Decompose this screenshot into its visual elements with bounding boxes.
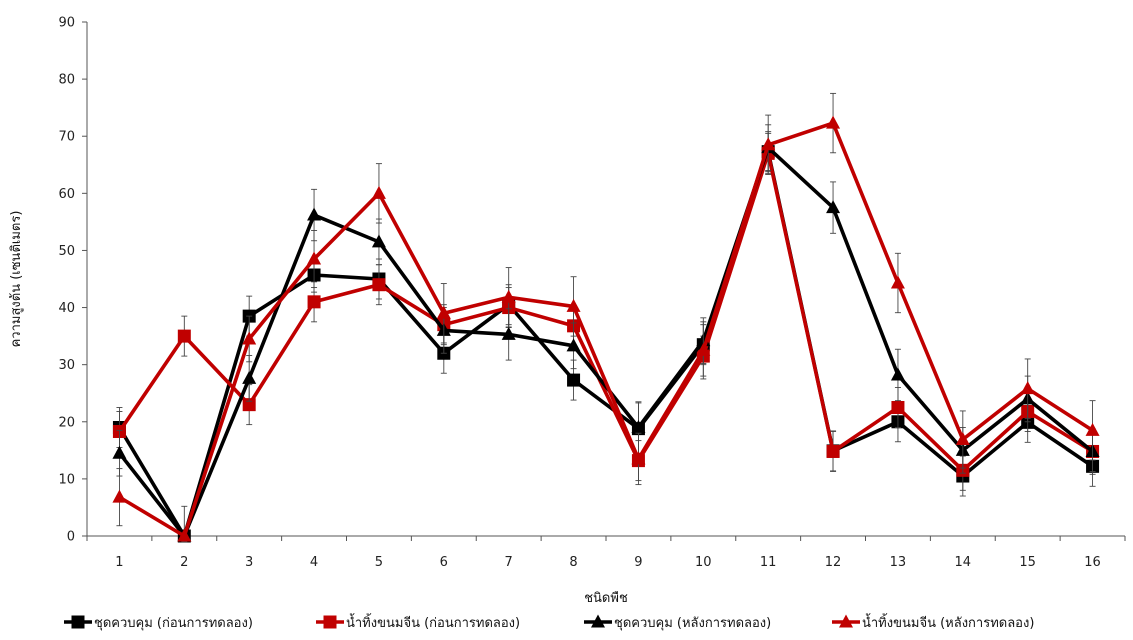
y-tick-label: 0 bbox=[67, 530, 75, 545]
x-tick-label: 16 bbox=[1084, 555, 1101, 570]
series-line bbox=[118, 121, 1094, 538]
data-point-triangle bbox=[1085, 422, 1100, 436]
x-tick-label: 6 bbox=[440, 555, 448, 570]
legend-label: ชุดควบคุม (ก่อนการทดลอง) bbox=[94, 616, 253, 631]
x-tick-label: 15 bbox=[1019, 555, 1036, 570]
y-tick-label: 80 bbox=[58, 73, 75, 88]
x-tick-label: 11 bbox=[760, 555, 777, 570]
legend-item: ชุดควบคุม (หลังการทดลอง) bbox=[584, 614, 771, 631]
data-point-triangle bbox=[566, 338, 581, 352]
y-tick-label: 10 bbox=[58, 472, 75, 487]
x-tick-label: 9 bbox=[634, 555, 642, 570]
x-tick-label: 5 bbox=[375, 555, 383, 570]
data-point-triangle bbox=[307, 251, 322, 265]
data-point-triangle bbox=[839, 614, 853, 628]
y-tick-label: 90 bbox=[58, 16, 75, 31]
series-4 bbox=[112, 92, 1100, 543]
data-point-triangle bbox=[696, 342, 711, 356]
data-point-triangle bbox=[112, 489, 127, 503]
x-axis-title: ชนิดพืช bbox=[584, 590, 628, 606]
data-point-triangle bbox=[591, 614, 605, 628]
data-point-square bbox=[826, 444, 840, 458]
data-point-triangle bbox=[761, 137, 776, 151]
y-axis-title: ความสูงต้น (เซนติเมตร) bbox=[9, 211, 24, 348]
series-line bbox=[117, 149, 1094, 538]
data-point-triangle bbox=[631, 451, 646, 465]
x-tick-label: 2 bbox=[180, 555, 188, 570]
x-axis: 1 2 3 4 5 6 7 8 9 10 11 12 13 14 15 16 bbox=[86, 535, 1126, 570]
data-point-square bbox=[567, 373, 581, 387]
series-layer bbox=[112, 92, 1100, 543]
data-point-triangle bbox=[955, 431, 970, 445]
legend-item: น้ำทิ้งขนมจีน (หลังการทดลอง) bbox=[832, 613, 1034, 631]
data-point-triangle bbox=[177, 528, 192, 542]
x-tick-label: 4 bbox=[310, 555, 318, 570]
x-tick-label: 8 bbox=[569, 555, 577, 570]
data-point-triangle bbox=[826, 115, 841, 129]
y-tick-label: 40 bbox=[58, 301, 75, 316]
data-point-square bbox=[242, 398, 256, 412]
legend-label: น้ำทิ้งขนมจีน (ก่อนการทดลอง) bbox=[346, 613, 520, 631]
y-axis: 0 10 20 30 40 50 60 70 80 90 bbox=[58, 16, 88, 545]
y-tick-label: 70 bbox=[58, 130, 75, 145]
y-tick-label: 20 bbox=[58, 415, 75, 430]
x-tick-label: 3 bbox=[245, 555, 253, 570]
legend-item: ชุดควบคุม (ก่อนการทดลอง) bbox=[64, 615, 253, 631]
series-line bbox=[117, 151, 1094, 473]
data-point-square bbox=[307, 295, 321, 309]
legend-item: น้ำทิ้งขนมจีน (ก่อนการทดลอง) bbox=[316, 613, 520, 631]
data-point-triangle bbox=[307, 207, 322, 221]
x-tick-label: 10 bbox=[695, 555, 712, 570]
x-tick-label: 7 bbox=[505, 555, 513, 570]
legend: ชุดควบคุม (ก่อนการทดลอง) น้ำทิ้งขนมจีน (ก… bbox=[64, 613, 1034, 631]
data-point-triangle bbox=[436, 305, 451, 319]
y-tick-label: 30 bbox=[58, 358, 75, 373]
data-point-square bbox=[323, 615, 337, 629]
legend-label: ชุดควบคุม (หลังการทดลอง) bbox=[614, 616, 771, 631]
data-point-triangle bbox=[1020, 381, 1035, 395]
x-tick-label: 13 bbox=[890, 555, 907, 570]
data-point-triangle bbox=[826, 200, 841, 214]
data-point-triangle bbox=[890, 367, 905, 381]
data-point-triangle bbox=[112, 445, 127, 459]
data-point-square bbox=[891, 401, 905, 414]
data-point-triangle bbox=[242, 370, 257, 384]
x-tick-label: 14 bbox=[955, 555, 972, 570]
data-point-triangle bbox=[242, 331, 257, 345]
x-tick-label: 1 bbox=[115, 555, 123, 570]
y-tick-label: 60 bbox=[58, 187, 75, 202]
data-point-triangle bbox=[371, 185, 386, 199]
legend-label: น้ำทิ้งขนมจีน (หลังการทดลอง) bbox=[862, 613, 1034, 631]
data-point-triangle bbox=[566, 298, 581, 312]
data-point-triangle bbox=[501, 289, 516, 303]
data-point-triangle bbox=[631, 419, 646, 433]
data-point-square bbox=[71, 615, 85, 629]
data-point-triangle bbox=[501, 326, 516, 340]
data-point-triangle bbox=[890, 275, 905, 289]
data-point-square bbox=[177, 329, 191, 343]
series-line bbox=[118, 145, 1094, 538]
series-3 bbox=[112, 124, 1100, 542]
series-1 bbox=[112, 131, 1100, 543]
y-tick-label: 50 bbox=[58, 244, 75, 259]
data-point-triangle bbox=[371, 234, 386, 248]
x-tick-label: 12 bbox=[825, 555, 842, 570]
data-point-square bbox=[372, 278, 386, 292]
